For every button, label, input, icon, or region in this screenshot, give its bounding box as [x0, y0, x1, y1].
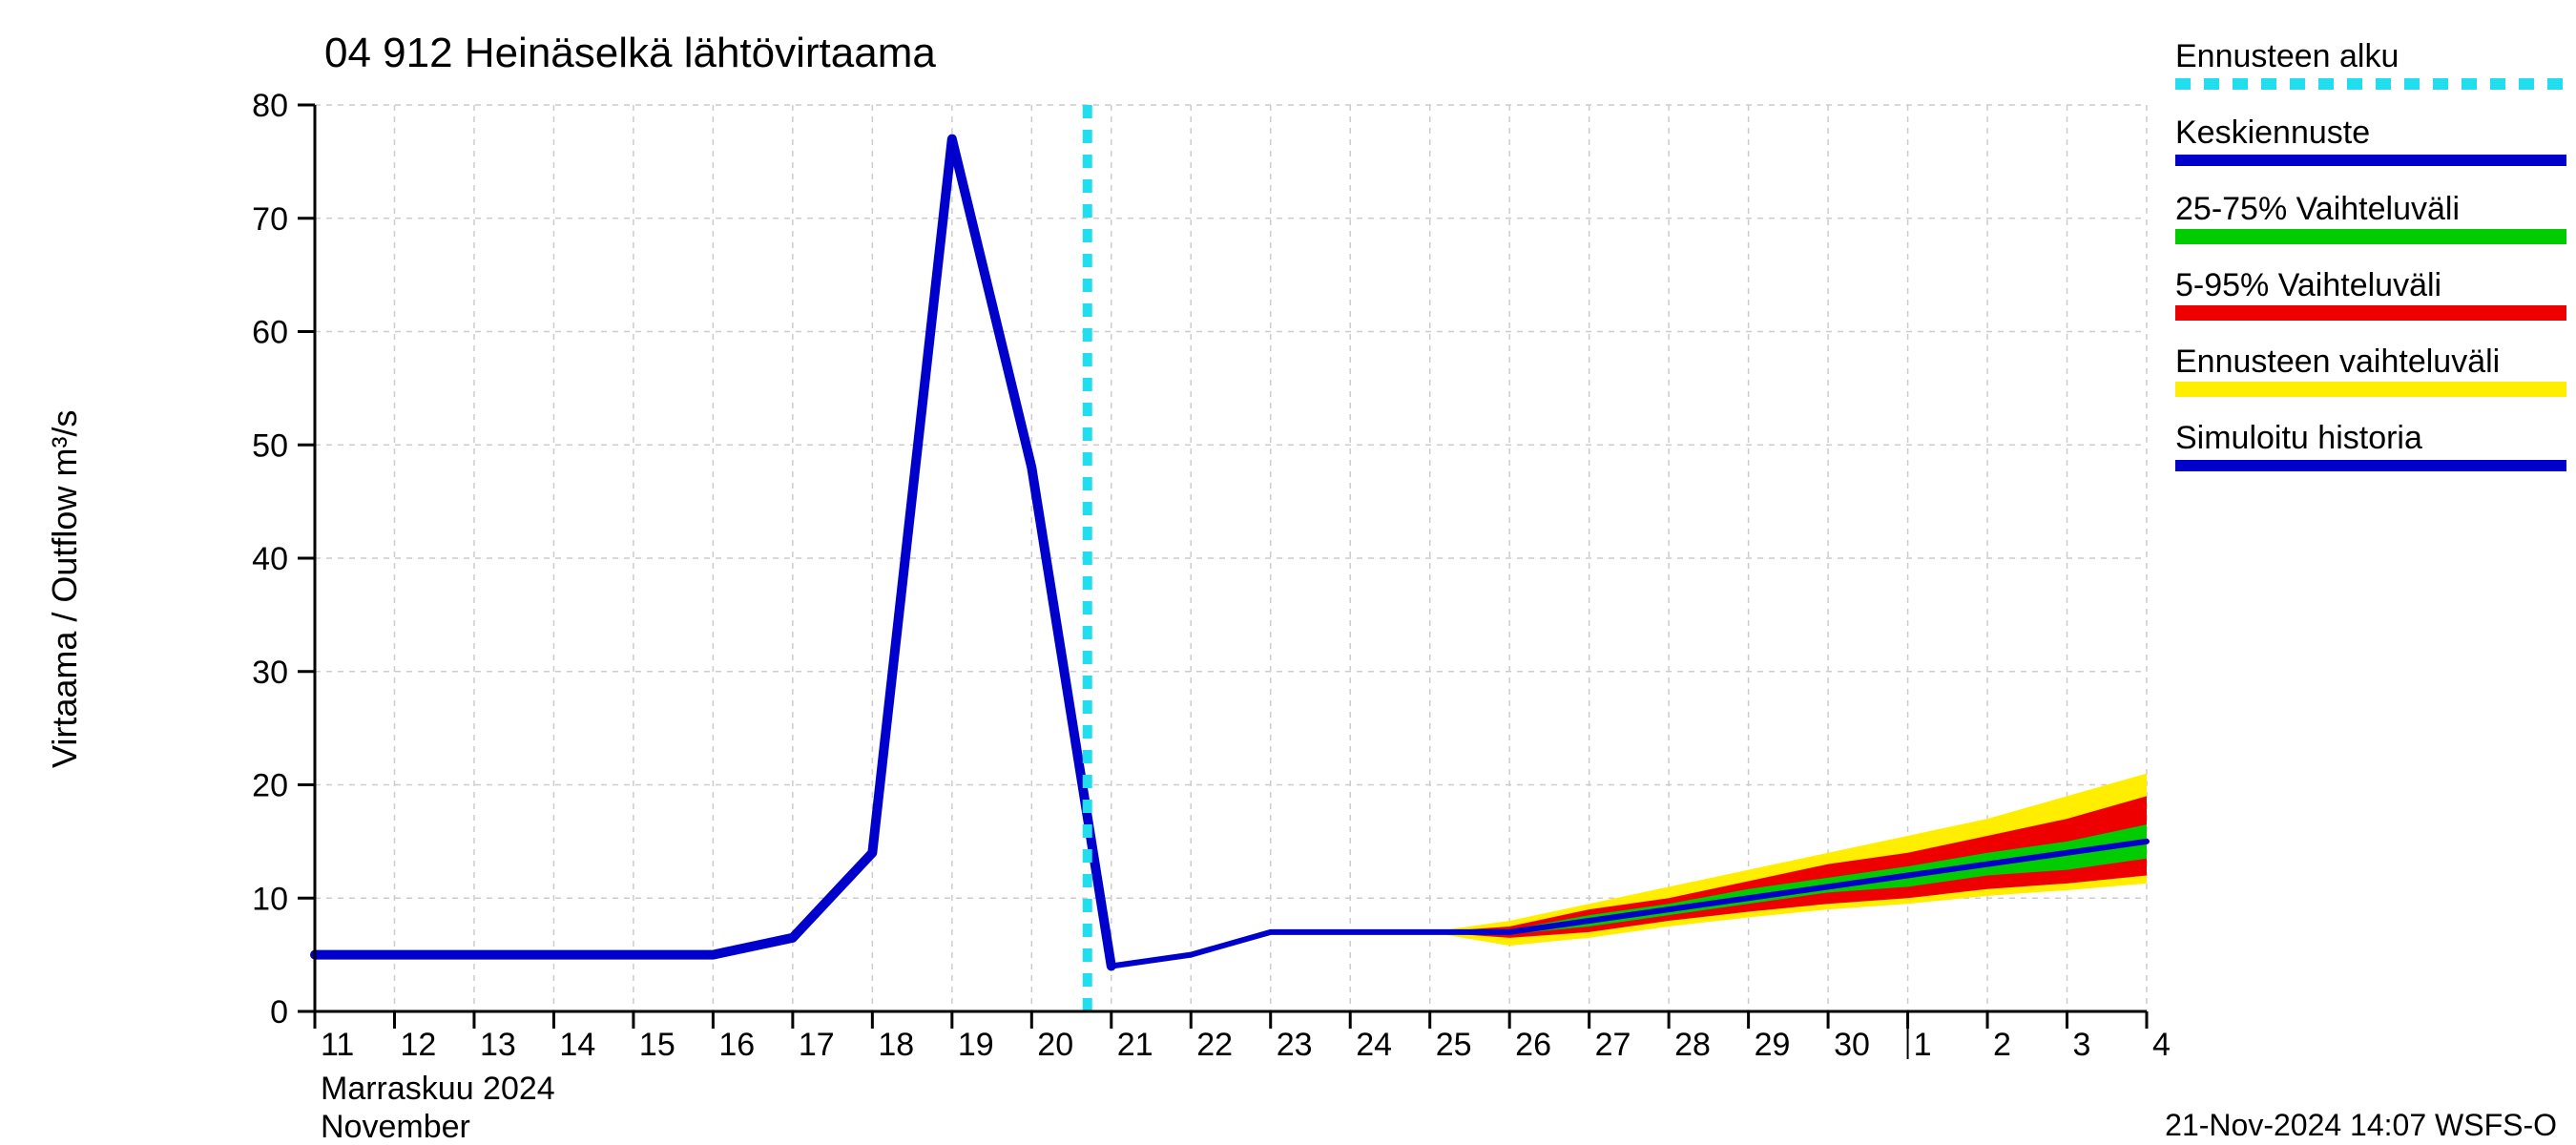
y-tick-label: 40	[252, 541, 288, 577]
legend-label-p5_95: 5-95% Vaihteluväli	[2175, 267, 2441, 303]
chart-svg: 0102030405060708011121314151617181920212…	[0, 0, 2576, 1145]
x-tick-label: 4	[2152, 1027, 2171, 1063]
y-tick-label: 80	[252, 88, 288, 124]
y-tick-label: 30	[252, 655, 288, 691]
x-tick-label: 16	[718, 1027, 755, 1063]
x-tick-label: 19	[958, 1027, 994, 1063]
y-tick-label: 0	[270, 994, 288, 1030]
x-tick-label: 17	[799, 1027, 835, 1063]
x-tick-label: 21	[1117, 1027, 1153, 1063]
x-tick-label: 24	[1356, 1027, 1392, 1063]
x-tick-label: 18	[878, 1027, 914, 1063]
x-axis-label-en: November	[321, 1109, 470, 1145]
chart-bg	[0, 0, 2576, 1145]
x-tick-label: 20	[1037, 1027, 1073, 1063]
x-tick-label: 30	[1834, 1027, 1870, 1063]
x-tick-label: 28	[1674, 1027, 1711, 1063]
x-tick-label: 29	[1755, 1027, 1791, 1063]
legend-label-median: Keskiennuste	[2175, 114, 2370, 151]
x-tick-label: 2	[1993, 1027, 2011, 1063]
x-tick-label: 22	[1196, 1027, 1233, 1063]
y-tick-label: 20	[252, 768, 288, 804]
footer-timestamp: 21-Nov-2024 14:07 WSFS-O	[2165, 1108, 2557, 1142]
legend-label-p25_75: 25-75% Vaihteluväli	[2175, 191, 2460, 227]
legend-swatch-p5_95	[2175, 305, 2566, 321]
x-axis-label-fi: Marraskuu 2024	[321, 1071, 555, 1107]
x-tick-label: 3	[2073, 1027, 2091, 1063]
y-axis-label: Virtaama / Outflow m³/s	[45, 410, 84, 768]
x-tick-label: 15	[639, 1027, 675, 1063]
legend-label-history: Simuloitu historia	[2175, 420, 2422, 456]
legend-label-full_range: Ennusteen vaihteluväli	[2175, 344, 2500, 380]
x-tick-label: 11	[321, 1027, 354, 1063]
x-tick-label: 26	[1515, 1027, 1551, 1063]
legend-swatch-full_range	[2175, 382, 2566, 397]
x-tick-label: 14	[559, 1027, 595, 1063]
y-tick-label: 60	[252, 315, 288, 351]
legend-label-forecast_start: Ennusteen alku	[2175, 38, 2399, 74]
x-tick-label: 23	[1277, 1027, 1313, 1063]
chart-container: 0102030405060708011121314151617181920212…	[0, 0, 2576, 1145]
y-tick-label: 50	[252, 427, 288, 464]
y-tick-label: 70	[252, 201, 288, 238]
x-tick-label: 25	[1436, 1027, 1472, 1063]
x-tick-label: 27	[1595, 1027, 1631, 1063]
x-tick-label: 13	[480, 1027, 516, 1063]
chart-title: 04 912 Heinäselkä lähtövirtaama	[324, 30, 936, 76]
legend-swatch-p25_75	[2175, 229, 2566, 244]
x-tick-label: 12	[400, 1027, 436, 1063]
x-tick-label: 1	[1914, 1027, 1932, 1063]
y-tick-label: 10	[252, 881, 288, 917]
